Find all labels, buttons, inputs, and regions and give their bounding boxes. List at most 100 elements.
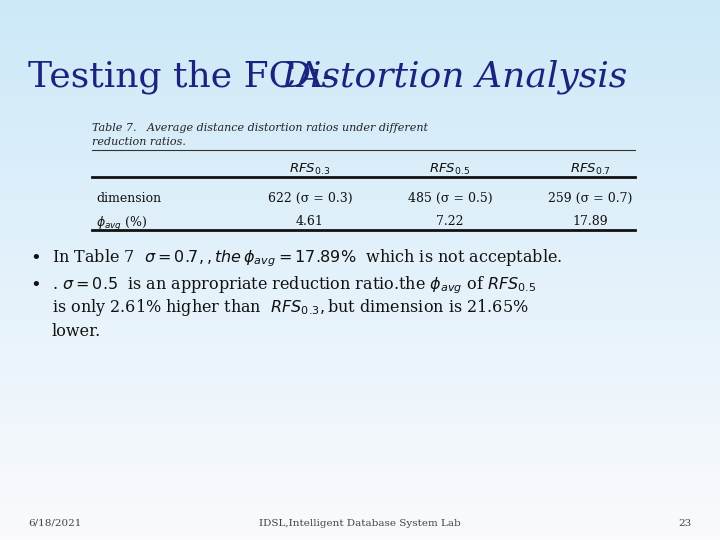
Bar [0, 401, 720, 405]
Bar [0, 27, 720, 31]
Text: Distortion Analysis: Distortion Analysis [282, 60, 629, 94]
Bar [0, 220, 720, 225]
Text: $\mathit{RFS}_{0.7}$: $\mathit{RFS}_{0.7}$ [570, 162, 611, 177]
Bar [0, 531, 720, 536]
Text: Table 7.   Average distance distortion ratios under different: Table 7. Average distance distortion rat… [92, 123, 428, 133]
Bar [0, 239, 720, 243]
Bar [0, 131, 720, 135]
Bar [0, 108, 720, 112]
Bar [0, 189, 720, 193]
Bar [0, 158, 720, 162]
Bar [0, 31, 720, 36]
Bar [0, 193, 720, 198]
Bar [0, 212, 720, 216]
Bar [0, 202, 720, 207]
Bar [0, 328, 720, 333]
Bar [0, 472, 720, 477]
Text: is only 2.61% higher than  $\mathit{RFS}_{0.3},$but dimension is 21.65%: is only 2.61% higher than $\mathit{RFS}_… [52, 298, 528, 319]
Text: IDSL,Intelligent Database System Lab: IDSL,Intelligent Database System Lab [259, 519, 461, 528]
Bar [0, 293, 720, 297]
Bar [0, 347, 720, 351]
Bar [0, 477, 720, 482]
Bar [0, 288, 720, 293]
Bar [0, 414, 720, 418]
Bar [0, 9, 720, 14]
Bar [0, 99, 720, 104]
Bar [0, 0, 720, 4]
Text: 622 (σ = 0.3): 622 (σ = 0.3) [268, 192, 352, 205]
Bar [0, 180, 720, 185]
Bar [0, 482, 720, 486]
Bar [0, 342, 720, 347]
Bar [0, 122, 720, 126]
Bar [0, 117, 720, 122]
Bar [0, 315, 720, 320]
Bar [0, 50, 720, 54]
Bar [0, 324, 720, 328]
Text: 17.89: 17.89 [572, 215, 608, 228]
Bar [0, 230, 720, 234]
Bar [0, 270, 720, 274]
Bar [0, 58, 720, 63]
Bar [0, 360, 720, 364]
Bar [0, 301, 720, 306]
Bar [0, 441, 720, 445]
Bar [0, 144, 720, 148]
Bar [0, 162, 720, 166]
Bar [0, 486, 720, 490]
Text: •: • [30, 249, 41, 267]
Text: 4.61: 4.61 [296, 215, 324, 228]
Bar [0, 306, 720, 310]
Bar [0, 463, 720, 468]
Bar [0, 382, 720, 387]
Text: $\mathit{RFS}_{0.3}$: $\mathit{RFS}_{0.3}$ [289, 162, 330, 177]
Text: $\mathit{RFS}_{0.5}$: $\mathit{RFS}_{0.5}$ [429, 162, 471, 177]
Bar [0, 243, 720, 247]
Bar [0, 428, 720, 432]
Bar [0, 459, 720, 463]
Bar [0, 396, 720, 401]
Bar [0, 351, 720, 355]
Bar [0, 284, 720, 288]
Text: lower.: lower. [52, 322, 102, 340]
Bar [0, 450, 720, 455]
Text: 23: 23 [679, 519, 692, 528]
Bar [0, 139, 720, 144]
Bar [0, 104, 720, 108]
Bar [0, 333, 720, 338]
Bar [0, 338, 720, 342]
Bar [0, 432, 720, 436]
Bar [0, 261, 720, 266]
Text: 7.22: 7.22 [436, 215, 464, 228]
Bar [0, 252, 720, 256]
Bar [0, 509, 720, 513]
Bar [0, 247, 720, 252]
Text: dimension: dimension [96, 192, 161, 205]
Bar [0, 14, 720, 18]
Text: 485 (σ = 0.5): 485 (σ = 0.5) [408, 192, 492, 205]
Bar [0, 216, 720, 220]
Bar [0, 446, 720, 450]
Bar [0, 225, 720, 229]
Bar [0, 387, 720, 392]
Bar [0, 81, 720, 85]
Bar [0, 320, 720, 324]
Bar [0, 522, 720, 526]
Text: 259 (σ = 0.7): 259 (σ = 0.7) [548, 192, 632, 205]
Bar [0, 495, 720, 500]
Bar [0, 423, 720, 428]
Bar [0, 198, 720, 202]
Bar [0, 355, 720, 360]
Bar [0, 77, 720, 81]
Text: . $\sigma = 0.5$  is an appropriate reduction ratio.the $\phi_{avg}$ of $\mathit: . $\sigma = 0.5$ is an appropriate reduc… [52, 274, 536, 296]
Bar [0, 274, 720, 279]
Bar [0, 207, 720, 212]
Bar [0, 468, 720, 472]
Bar [0, 436, 720, 441]
Bar [0, 36, 720, 40]
Bar [0, 409, 720, 414]
Bar [0, 54, 720, 58]
Bar [0, 405, 720, 409]
Bar [0, 90, 720, 94]
Text: reduction ratios.: reduction ratios. [92, 137, 186, 147]
